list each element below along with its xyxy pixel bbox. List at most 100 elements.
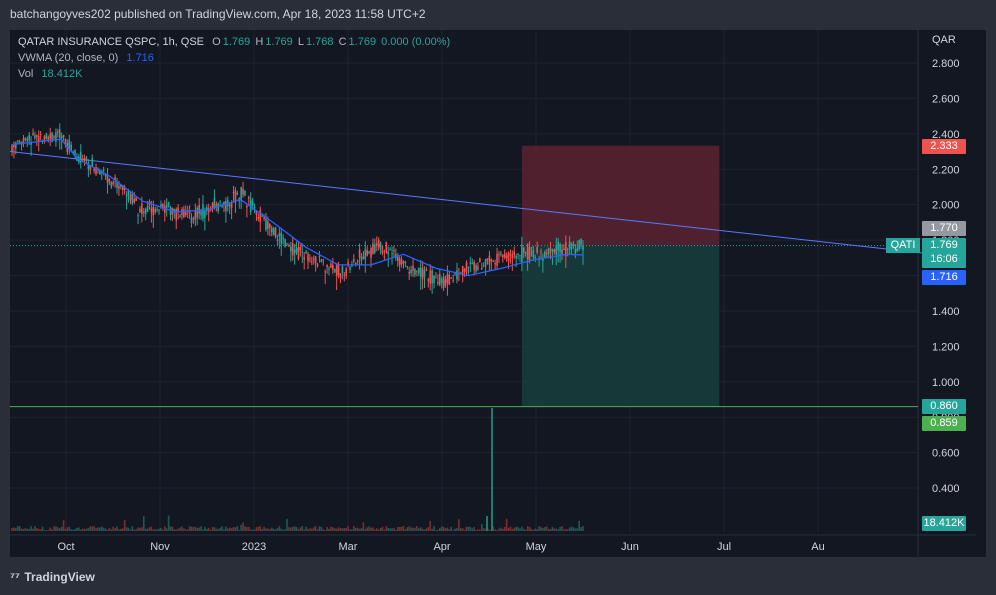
volume-bar — [544, 527, 546, 531]
candle-body — [79, 151, 82, 163]
volume-bar — [16, 526, 19, 531]
candle-body — [110, 181, 113, 187]
legend-volume[interactable]: Vol 18.412K — [18, 68, 84, 80]
candle-body — [513, 251, 516, 256]
chart-area[interactable] — [10, 30, 986, 557]
last-price-value: 1.769 — [930, 239, 958, 251]
volume-bar — [500, 527, 502, 531]
candle-body — [51, 132, 53, 142]
volume-bar — [205, 528, 208, 531]
volume-bar — [538, 526, 540, 531]
vwma-price-tag: 1.716 — [922, 270, 966, 285]
volume-bar — [282, 529, 284, 531]
volume-bar — [452, 529, 454, 531]
volume-bar — [429, 520, 432, 531]
volume-tag: 18.412K — [922, 516, 966, 531]
candle-body — [211, 202, 214, 209]
candle-body — [85, 158, 88, 161]
candle-body — [311, 261, 313, 263]
candle-body — [551, 249, 554, 252]
candle-body — [24, 138, 27, 140]
volume-bar — [370, 527, 372, 531]
candle-body — [246, 205, 248, 208]
candle-body — [290, 246, 292, 252]
volume-bar — [87, 527, 90, 531]
volume-bar — [269, 529, 271, 531]
candle-body — [202, 204, 204, 219]
candle-body — [22, 138, 25, 145]
candle-body — [406, 266, 409, 268]
candle-body — [475, 265, 477, 272]
stop-loss-zone — [521, 145, 720, 246]
volume-bar — [354, 527, 357, 531]
volume-bar — [144, 528, 147, 531]
candle-body — [97, 168, 99, 170]
candle-body — [108, 179, 111, 182]
volume-bar — [230, 528, 233, 531]
candle-body — [154, 209, 157, 213]
brand-name[interactable]: TradingView — [24, 570, 95, 584]
candle-body — [288, 245, 290, 247]
stop-price-tag: 2.333 — [922, 139, 966, 154]
volume-bar — [154, 529, 157, 531]
volume-bar — [152, 529, 155, 531]
candle-body — [261, 215, 263, 217]
legend-o-label: O — [212, 36, 221, 48]
volume-bar — [528, 526, 531, 531]
candle-body — [81, 159, 84, 161]
volume-bar — [184, 529, 187, 531]
y-tick-label: 0.400 — [932, 483, 960, 495]
tradingview-logo-icon[interactable]: ⁷⁷ — [10, 570, 20, 584]
volume-bar — [183, 528, 185, 531]
volume-bar — [49, 527, 51, 531]
candle-body — [547, 248, 550, 254]
volume-bar — [318, 526, 321, 531]
volume-bar — [536, 529, 538, 531]
volume-value: 18.412K — [41, 68, 83, 80]
volume-bar — [284, 529, 286, 531]
trend-line — [9, 151, 941, 256]
candle-body — [490, 258, 493, 262]
candle-body — [179, 215, 181, 217]
candle-body — [463, 268, 466, 272]
candle-body — [62, 135, 65, 138]
vwma-label: VWMA (20, close, 0) — [18, 52, 119, 64]
volume-bar — [91, 526, 94, 531]
candle-body — [293, 249, 296, 254]
y-tick-label: 2.400 — [932, 129, 960, 141]
candle-body — [354, 262, 357, 264]
volume-label: Vol — [18, 68, 34, 80]
candle-body — [68, 139, 71, 150]
candle-body — [582, 245, 584, 251]
candle-body — [374, 244, 376, 253]
volume-bar — [324, 529, 326, 531]
volume-bar — [488, 529, 491, 531]
legend-vwma[interactable]: VWMA (20, close, 0) 1.716 — [18, 52, 156, 64]
candle-body — [379, 243, 382, 250]
volume-bar — [408, 526, 411, 531]
legend-symbol[interactable]: QATAR INSURANCE QSPC, 1h, QSE — [18, 36, 205, 48]
candle-body — [144, 209, 147, 214]
volume-bar — [484, 528, 487, 531]
volume-bar — [198, 527, 200, 531]
volume-bar — [26, 528, 29, 531]
volume-spike-bar — [491, 408, 493, 531]
candle-body — [190, 217, 193, 224]
volume-bar — [223, 529, 225, 531]
volume-bar — [477, 529, 479, 531]
candle-body — [43, 136, 46, 141]
volume-bar — [396, 526, 399, 531]
volume-bar — [475, 529, 477, 531]
candle-body — [64, 139, 67, 144]
candle-body — [106, 174, 109, 184]
volume-bar — [398, 526, 401, 531]
volume-bar — [311, 528, 313, 531]
volume-bar — [156, 529, 158, 531]
volume-bar — [385, 526, 388, 531]
volume-bar — [419, 527, 422, 531]
volume-bar — [395, 529, 397, 531]
candle-body — [534, 257, 537, 259]
volume-bar — [196, 527, 199, 531]
candle-body — [492, 261, 495, 263]
